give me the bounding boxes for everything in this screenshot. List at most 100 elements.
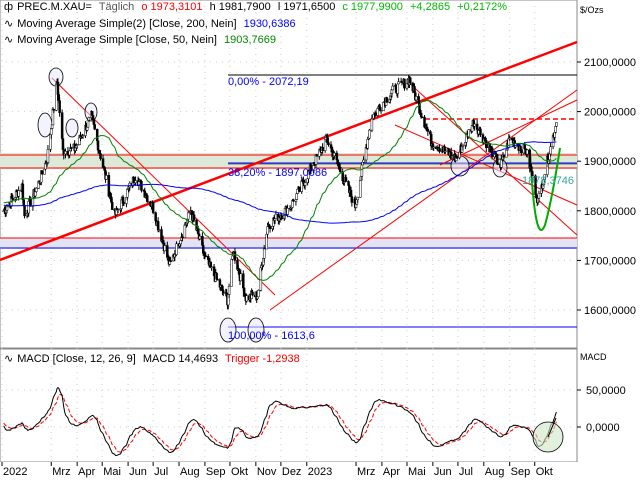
support-zone xyxy=(0,153,577,169)
y-tick-label: 1600,0000 xyxy=(584,305,636,317)
macd-panel xyxy=(0,348,578,463)
x-tick-label: Sep xyxy=(511,466,531,478)
candle xyxy=(397,81,400,85)
symbol: PREC.M.XAU= xyxy=(17,1,92,13)
candle xyxy=(420,116,424,119)
fib-0-label: 0,00% - 2072,19 xyxy=(228,76,309,88)
trigger-value: Trigger -1,2938 xyxy=(224,353,300,365)
candle xyxy=(227,286,231,295)
macd-y-tick-label: 50,0000 xyxy=(586,385,626,397)
fib-38-label: 38,20% - 1897,0086 xyxy=(228,167,328,179)
candle xyxy=(426,128,430,132)
candle xyxy=(379,110,383,112)
candle xyxy=(321,147,324,151)
candle xyxy=(549,146,552,155)
x-tick-label: 2022 xyxy=(3,466,27,478)
candle xyxy=(366,139,369,149)
candle xyxy=(75,144,79,146)
candle xyxy=(350,196,354,203)
candle xyxy=(528,149,531,169)
x-tick-label: Mai xyxy=(103,466,121,478)
candle xyxy=(122,202,126,204)
x-tick-label: Nov xyxy=(257,466,277,478)
candle xyxy=(309,164,313,172)
candle xyxy=(266,226,269,235)
ma200-value: 1930,6386 xyxy=(243,18,296,30)
candle xyxy=(204,255,207,257)
channel-line xyxy=(269,89,578,311)
candle xyxy=(242,273,245,289)
candle xyxy=(298,186,301,192)
ma200-label: Moving Average Simple(2) [Close, 200, Ne… xyxy=(17,18,237,30)
candle xyxy=(50,124,54,129)
candle xyxy=(500,159,503,168)
candle xyxy=(210,266,213,269)
low-value: l 1971,6500 xyxy=(277,1,336,13)
candle xyxy=(268,225,272,229)
candle xyxy=(146,195,149,202)
y-tick-label: 1900,0000 xyxy=(584,156,636,168)
candle xyxy=(126,189,129,198)
candle xyxy=(423,116,426,128)
candle xyxy=(23,204,26,217)
candle xyxy=(140,181,143,191)
macd-axis-title: MACD xyxy=(580,352,607,362)
candle xyxy=(344,177,348,182)
candle xyxy=(490,147,494,158)
x-tick-label: Okt xyxy=(231,466,248,478)
wave-icon: ∿ xyxy=(4,353,14,365)
interval: Täglich xyxy=(98,1,135,13)
candle xyxy=(390,89,394,94)
pattern-circle xyxy=(65,118,79,138)
candle xyxy=(479,128,482,135)
candle xyxy=(531,175,535,178)
candle xyxy=(555,122,558,127)
candle xyxy=(11,198,15,200)
candle xyxy=(280,215,283,219)
candle xyxy=(154,212,157,222)
x-tick-label: Jun xyxy=(129,466,147,478)
candle xyxy=(95,128,99,142)
candle xyxy=(96,140,100,151)
x-tick-label: Jul xyxy=(459,466,473,478)
wave-icon: ∿ xyxy=(4,18,14,30)
x-tick-label: 2023 xyxy=(308,466,332,478)
candle xyxy=(239,273,243,282)
candle xyxy=(179,240,182,245)
candle xyxy=(169,260,172,262)
candle xyxy=(303,182,307,186)
open-value: o 1973,3101 xyxy=(141,1,203,13)
candle xyxy=(495,154,499,164)
ma50-line xyxy=(3,99,557,281)
candle xyxy=(17,190,20,197)
ma200-legend: ∿ Moving Average Simple(2) [Close, 200, N… xyxy=(4,17,300,30)
ma50-label: Moving Average Simple [Close, 50, Nein] xyxy=(17,34,217,46)
candle xyxy=(502,154,506,158)
ma50-value: 1903,7669 xyxy=(224,34,277,46)
candle xyxy=(181,236,184,239)
candle xyxy=(134,180,137,183)
pattern-circle xyxy=(219,317,237,343)
candle xyxy=(473,123,476,127)
candle xyxy=(455,157,459,159)
candle xyxy=(81,135,85,138)
channel-line-3 xyxy=(439,99,578,166)
candle xyxy=(327,142,330,145)
candle xyxy=(333,152,336,157)
candle xyxy=(5,206,9,211)
candle xyxy=(110,201,114,210)
price-header: ф PREC.M.XAU= Täglich o 1973,3101 h 1981,… xyxy=(4,1,511,13)
candle xyxy=(29,198,32,207)
macd-legend: ∿ MACD [Close, 12, 26, 9] MACD 14,4693 Tr… xyxy=(4,352,304,365)
y-tick-label: 2000,0000 xyxy=(584,107,636,119)
x-tick-label: Apr xyxy=(383,466,400,478)
candle xyxy=(230,259,233,287)
candle xyxy=(64,151,67,155)
macd-trigger-line xyxy=(3,394,557,453)
series-marker-icon: ф xyxy=(4,1,14,13)
candle xyxy=(537,193,541,199)
candle xyxy=(163,245,167,252)
x-tick-label: Apr xyxy=(78,466,95,478)
candle xyxy=(438,148,441,152)
